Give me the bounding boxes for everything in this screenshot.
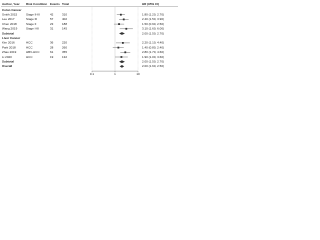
x-tick-label: 1 xyxy=(114,72,116,76)
row-label: Colon Cancer xyxy=(2,8,22,12)
row-cell: 61 xyxy=(50,50,54,54)
row-cell: 42 xyxy=(50,12,54,16)
estimate-label: 2.20 (1.10, 4.40) xyxy=(142,41,164,45)
x-tick-label: 10 xyxy=(136,72,140,76)
row-cell: Stage II-III xyxy=(26,12,40,16)
estimate-label: 2.80 (1.70, 4.60) xyxy=(142,50,164,54)
column-header: Author, Year xyxy=(2,2,20,6)
row-cell: 260 xyxy=(62,45,67,49)
row-cell: 402 xyxy=(62,17,67,21)
row-label: Wang 2019 xyxy=(2,27,18,31)
forest-plot: Author, Year Risk Condition Events Total HR … xyxy=(0,0,179,80)
row-cell: 220 xyxy=(62,41,67,45)
estimate-square xyxy=(125,27,128,30)
row-label: Park 2018 xyxy=(2,45,16,49)
summary-diamond xyxy=(119,65,125,68)
row-label: Kim 2016 xyxy=(2,41,15,45)
summary-diamond xyxy=(119,60,125,64)
row-cell: 31 xyxy=(50,27,54,31)
estimate-label: 1.40 (0.80, 2.40) xyxy=(142,45,164,49)
column-header: Total xyxy=(62,2,69,6)
estimate-label: 3.10 (1.60, 6.00) xyxy=(142,27,164,31)
row-cell: 132 xyxy=(62,55,67,59)
estimate-label: 1.90 (1.00, 3.60) xyxy=(142,55,164,59)
row-cell: 145 xyxy=(62,27,67,31)
background xyxy=(0,0,179,80)
row-label: Zhao 2019 xyxy=(2,50,17,54)
row-label: Smith 2015 xyxy=(2,12,18,16)
estimate-square xyxy=(124,51,127,54)
row-cell: HCC xyxy=(26,45,33,49)
row-label: Subtotal xyxy=(2,31,14,35)
row-cell: Stage I-III xyxy=(26,27,39,31)
row-label: Li 2020 xyxy=(2,55,12,59)
estimate-square xyxy=(117,46,120,49)
estimate-square xyxy=(122,18,125,21)
estimate-square xyxy=(120,56,123,58)
estimate-label: 2.00 (1.60, 2.50) xyxy=(142,64,164,68)
estimate-label: 2.00 (1.50, 2.70) xyxy=(142,31,164,35)
estimate-label: 1.50 (0.90, 2.50) xyxy=(142,22,164,26)
row-label: Liver Cancer xyxy=(2,36,21,40)
row-cell: 188 xyxy=(62,22,67,26)
estimate-label: 1.80 (1.20, 2.70) xyxy=(142,12,164,16)
estimate-label: 2.00 (1.50, 2.70) xyxy=(142,59,164,63)
row-cell: 355 xyxy=(62,50,67,54)
row-cell: HBV-HCC xyxy=(26,50,40,54)
row-cell: HCC xyxy=(26,41,33,45)
row-cell: 57 xyxy=(50,17,54,21)
row-label: Overall xyxy=(2,64,12,68)
row-cell: Stage III xyxy=(26,17,37,21)
row-cell: Stage II xyxy=(26,22,37,26)
column-header: Events xyxy=(50,2,60,6)
summary-diamond xyxy=(119,32,125,35)
row-cell: 310 xyxy=(62,12,67,16)
row-cell: HCC xyxy=(26,55,33,59)
estimate-square xyxy=(118,23,120,25)
row-cell: 23 xyxy=(50,22,54,26)
row-cell: 19 xyxy=(50,55,54,59)
estimate-label: 2.40 (1.50, 3.90) xyxy=(142,17,164,21)
row-label: Lee 2017 xyxy=(2,17,15,21)
row-label: Subtotal xyxy=(2,59,14,63)
x-tick-label: 0.1 xyxy=(90,72,95,76)
row-label: Chen 2018 xyxy=(2,22,17,26)
estimate-square xyxy=(121,42,124,44)
row-cell: 28 xyxy=(50,45,54,49)
estimate-square xyxy=(119,13,122,16)
column-header: HR (95% CI) xyxy=(142,2,159,6)
row-cell: 36 xyxy=(50,41,54,45)
column-header: Risk Condition xyxy=(26,2,47,6)
